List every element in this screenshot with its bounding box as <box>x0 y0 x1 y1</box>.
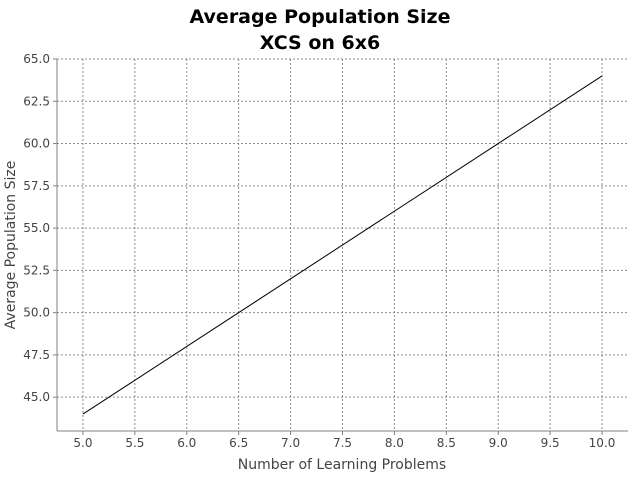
axes: 45.0 47.5 50.0 52.5 55.0 57.5 60.0 62.5 65.0 5.0 5… <box>23 52 628 450</box>
y-tick-label: 65.0 <box>23 52 50 66</box>
y-tick-label: 55.0 <box>23 221 50 235</box>
x-tick-label: 6.0 <box>177 436 196 450</box>
y-tick-label: 45.0 <box>23 390 50 404</box>
y-tick-label: 50.0 <box>23 306 50 320</box>
x-tick-label: 9.5 <box>541 436 560 450</box>
chart-subtitle: XCS on 6x6 <box>259 32 381 54</box>
y-axis-label: Average Population Size <box>3 161 19 330</box>
series-layer <box>82 75 603 415</box>
x-tick-label: 8.5 <box>437 436 456 450</box>
x-tick-label: 6.5 <box>229 436 248 450</box>
x-tick-label: 9.0 <box>489 436 508 450</box>
chart-title-block: Average Population Size XCS on 6x6 <box>0 4 640 56</box>
x-tick-label: 8.0 <box>385 436 404 450</box>
x-tick-label: 5.0 <box>73 436 92 450</box>
x-tick-label: 5.5 <box>125 436 144 450</box>
x-tick-label: 10.0 <box>589 436 616 450</box>
y-tick-label: 52.5 <box>23 263 50 277</box>
y-tick-label: 57.5 <box>23 179 50 193</box>
y-tick-label: 62.5 <box>23 94 50 108</box>
chart-title: Average Population Size <box>189 6 451 28</box>
series-line <box>82 75 603 415</box>
y-tick-label: 47.5 <box>23 348 50 362</box>
y-tick-label: 60.0 <box>23 137 50 151</box>
x-tick-label: 7.0 <box>281 436 300 450</box>
grid <box>57 58 628 431</box>
x-tick-label: 7.5 <box>333 436 352 450</box>
x-axis-label: Number of Learning Problems <box>238 457 446 473</box>
